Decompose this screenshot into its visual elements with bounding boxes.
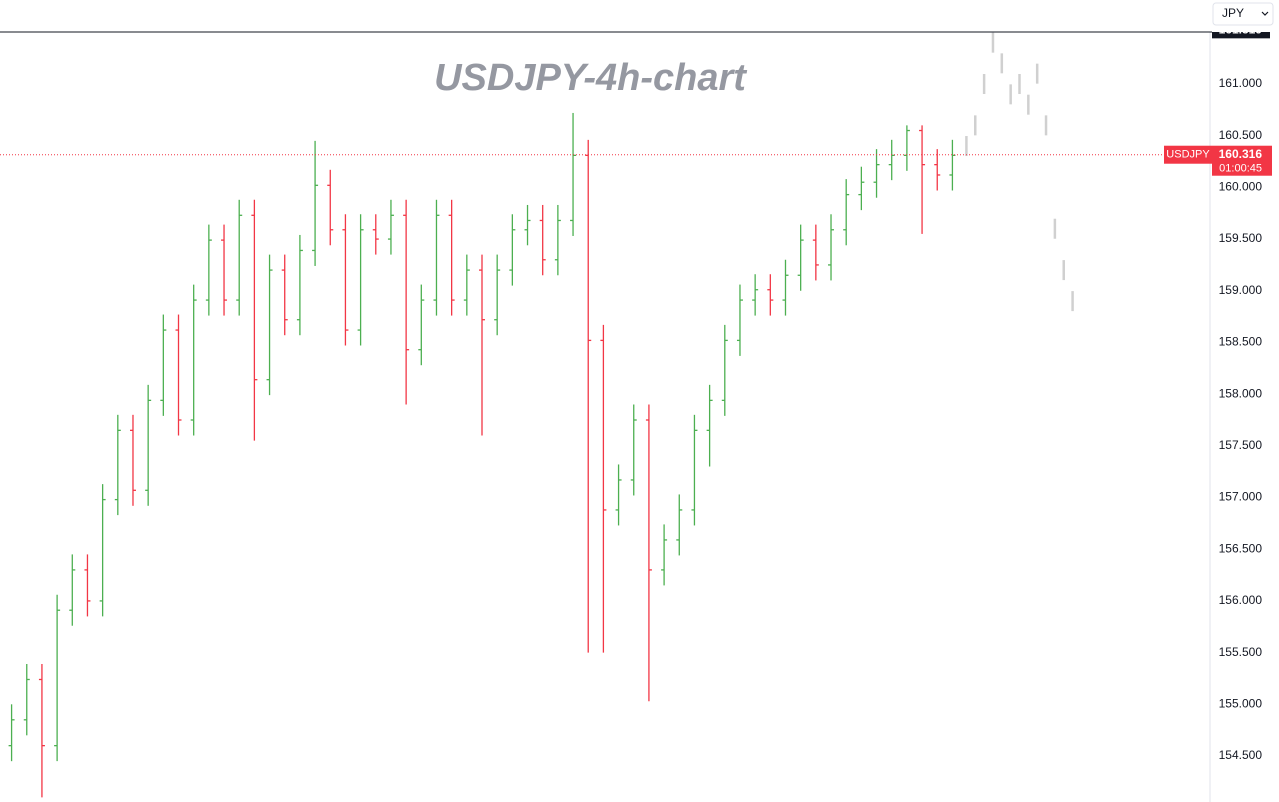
y-tick-label: 157.000 (1219, 490, 1263, 504)
y-tick-label: 156.500 (1219, 541, 1263, 555)
top-price-tag-label: 161.519 (1219, 23, 1263, 37)
top-tag-group: 161.519 (1212, 23, 1270, 39)
y-tick-label: 159.500 (1219, 231, 1263, 245)
y-tick-label: 158.500 (1219, 335, 1263, 349)
chart-title: USDJPY-4h-chart (434, 57, 747, 99)
y-tick-label: 159.000 (1219, 283, 1263, 297)
countdown: 01:00:45 (1219, 163, 1262, 175)
symbol-tag-label: USDJPY (1166, 149, 1210, 161)
dropdown-label[interactable]: JPY (1222, 6, 1244, 20)
y-tick-label: 154.500 (1219, 748, 1263, 762)
dropdown-caret (1261, 11, 1269, 16)
plot-area (0, 32, 1210, 798)
y-tick-label: 160.000 (1219, 180, 1263, 194)
currency-dropdown[interactable]: JPY (1212, 2, 1274, 26)
top-price-tag (1212, 32, 1270, 39)
price-tag (1212, 145, 1272, 176)
y-tick-label: 156.000 (1219, 593, 1263, 607)
y-tick-label: 161.000 (1219, 76, 1263, 90)
y-tick-label: 155.000 (1219, 696, 1263, 710)
y-tick-label: 155.500 (1219, 645, 1263, 659)
symbol-tag (1164, 145, 1212, 164)
y-tick-label: 157.500 (1219, 438, 1263, 452)
dropdown-box[interactable] (1212, 2, 1274, 26)
y-tick-label: 158.000 (1219, 386, 1263, 400)
price-tag-value: 160.316 (1219, 147, 1263, 161)
y-tick-label: 160.500 (1219, 128, 1263, 142)
